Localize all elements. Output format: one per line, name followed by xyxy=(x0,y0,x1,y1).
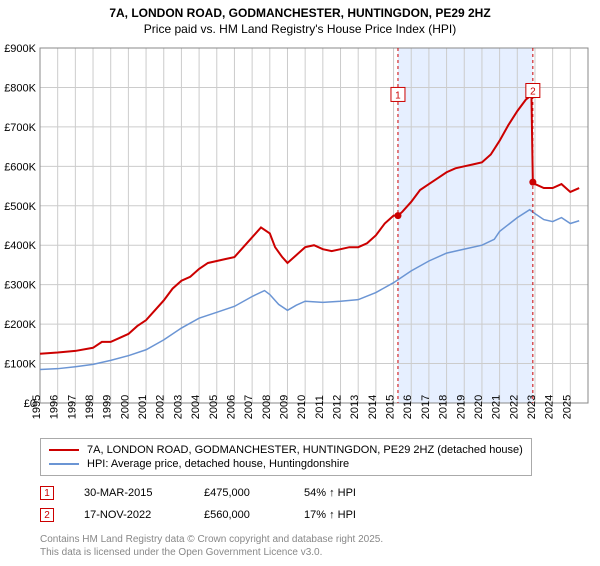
svg-text:2009: 2009 xyxy=(278,395,290,419)
svg-text:2005: 2005 xyxy=(208,395,220,419)
svg-text:2020: 2020 xyxy=(473,395,485,419)
legend-item-price: 7A, LONDON ROAD, GODMANCHESTER, HUNTINGD… xyxy=(49,443,523,457)
svg-text:2018: 2018 xyxy=(438,395,450,419)
svg-text:£800K: £800K xyxy=(4,82,36,94)
svg-text:2004: 2004 xyxy=(190,395,202,419)
svg-text:2021: 2021 xyxy=(491,395,503,419)
svg-text:1998: 1998 xyxy=(84,395,96,419)
sale-marker-badge: 2 xyxy=(40,508,54,522)
legend-label: HPI: Average price, detached house, Hunt… xyxy=(87,458,349,470)
svg-text:£100K: £100K xyxy=(4,359,36,371)
sale-date: 30-MAR-2015 xyxy=(84,487,174,499)
svg-text:2000: 2000 xyxy=(119,395,131,419)
svg-text:2003: 2003 xyxy=(172,395,184,419)
svg-text:2023: 2023 xyxy=(526,395,538,419)
svg-text:£700K: £700K xyxy=(4,122,36,134)
svg-text:£900K: £900K xyxy=(4,43,36,55)
sale-hpi-diff: 17% ↑ HPI xyxy=(304,509,356,521)
svg-text:2011: 2011 xyxy=(314,395,326,419)
sale-hpi-diff: 54% ↑ HPI xyxy=(304,487,356,499)
svg-text:2025: 2025 xyxy=(561,395,573,419)
chart-title-main: 7A, LONDON ROAD, GODMANCHESTER, HUNTINGD… xyxy=(0,6,600,20)
svg-text:2019: 2019 xyxy=(455,395,467,419)
svg-text:2024: 2024 xyxy=(544,395,556,419)
svg-text:2017: 2017 xyxy=(420,395,432,419)
svg-text:£200K: £200K xyxy=(4,319,36,331)
svg-text:2014: 2014 xyxy=(367,395,379,419)
footer-license: This data is licensed under the Open Gov… xyxy=(40,547,322,558)
sale-date: 17-NOV-2022 xyxy=(84,509,174,521)
svg-text:2006: 2006 xyxy=(225,395,237,419)
svg-text:2010: 2010 xyxy=(296,395,308,419)
legend-label: 7A, LONDON ROAD, GODMANCHESTER, HUNTINGD… xyxy=(87,444,523,456)
svg-text:1996: 1996 xyxy=(49,395,61,419)
svg-text:£500K: £500K xyxy=(4,201,36,213)
chart-title-sub: Price paid vs. HM Land Registry's House … xyxy=(0,22,600,36)
svg-text:1995: 1995 xyxy=(31,395,43,419)
sale-row-2: 2 17-NOV-2022 £560,000 17% ↑ HPI xyxy=(40,508,356,522)
legend-item-hpi: HPI: Average price, detached house, Hunt… xyxy=(49,457,523,471)
sale-row-1: 1 30-MAR-2015 £475,000 54% ↑ HPI xyxy=(40,486,356,500)
svg-text:2: 2 xyxy=(530,87,536,98)
footer-copyright: Contains HM Land Registry data © Crown c… xyxy=(40,534,383,545)
svg-text:1: 1 xyxy=(395,90,401,101)
svg-text:£400K: £400K xyxy=(4,240,36,252)
svg-text:2007: 2007 xyxy=(243,395,255,419)
sale-marker-badge: 1 xyxy=(40,486,54,500)
svg-text:2008: 2008 xyxy=(261,395,273,419)
svg-text:2001: 2001 xyxy=(137,395,149,419)
svg-text:2013: 2013 xyxy=(349,395,361,419)
sale-price: £560,000 xyxy=(204,509,274,521)
svg-text:2022: 2022 xyxy=(508,395,520,419)
svg-text:2015: 2015 xyxy=(385,395,397,419)
chart-legend: 7A, LONDON ROAD, GODMANCHESTER, HUNTINGD… xyxy=(40,438,532,476)
svg-text:1999: 1999 xyxy=(102,395,114,419)
sale-price: £475,000 xyxy=(204,487,274,499)
svg-text:2016: 2016 xyxy=(402,395,414,419)
svg-text:£300K: £300K xyxy=(4,280,36,292)
svg-text:2002: 2002 xyxy=(155,395,167,419)
chart-plot: £0£100K£200K£300K£400K£500K£600K£700K£80… xyxy=(0,42,600,442)
svg-text:£600K: £600K xyxy=(4,161,36,173)
svg-text:1997: 1997 xyxy=(66,395,78,419)
svg-text:2012: 2012 xyxy=(332,395,344,419)
